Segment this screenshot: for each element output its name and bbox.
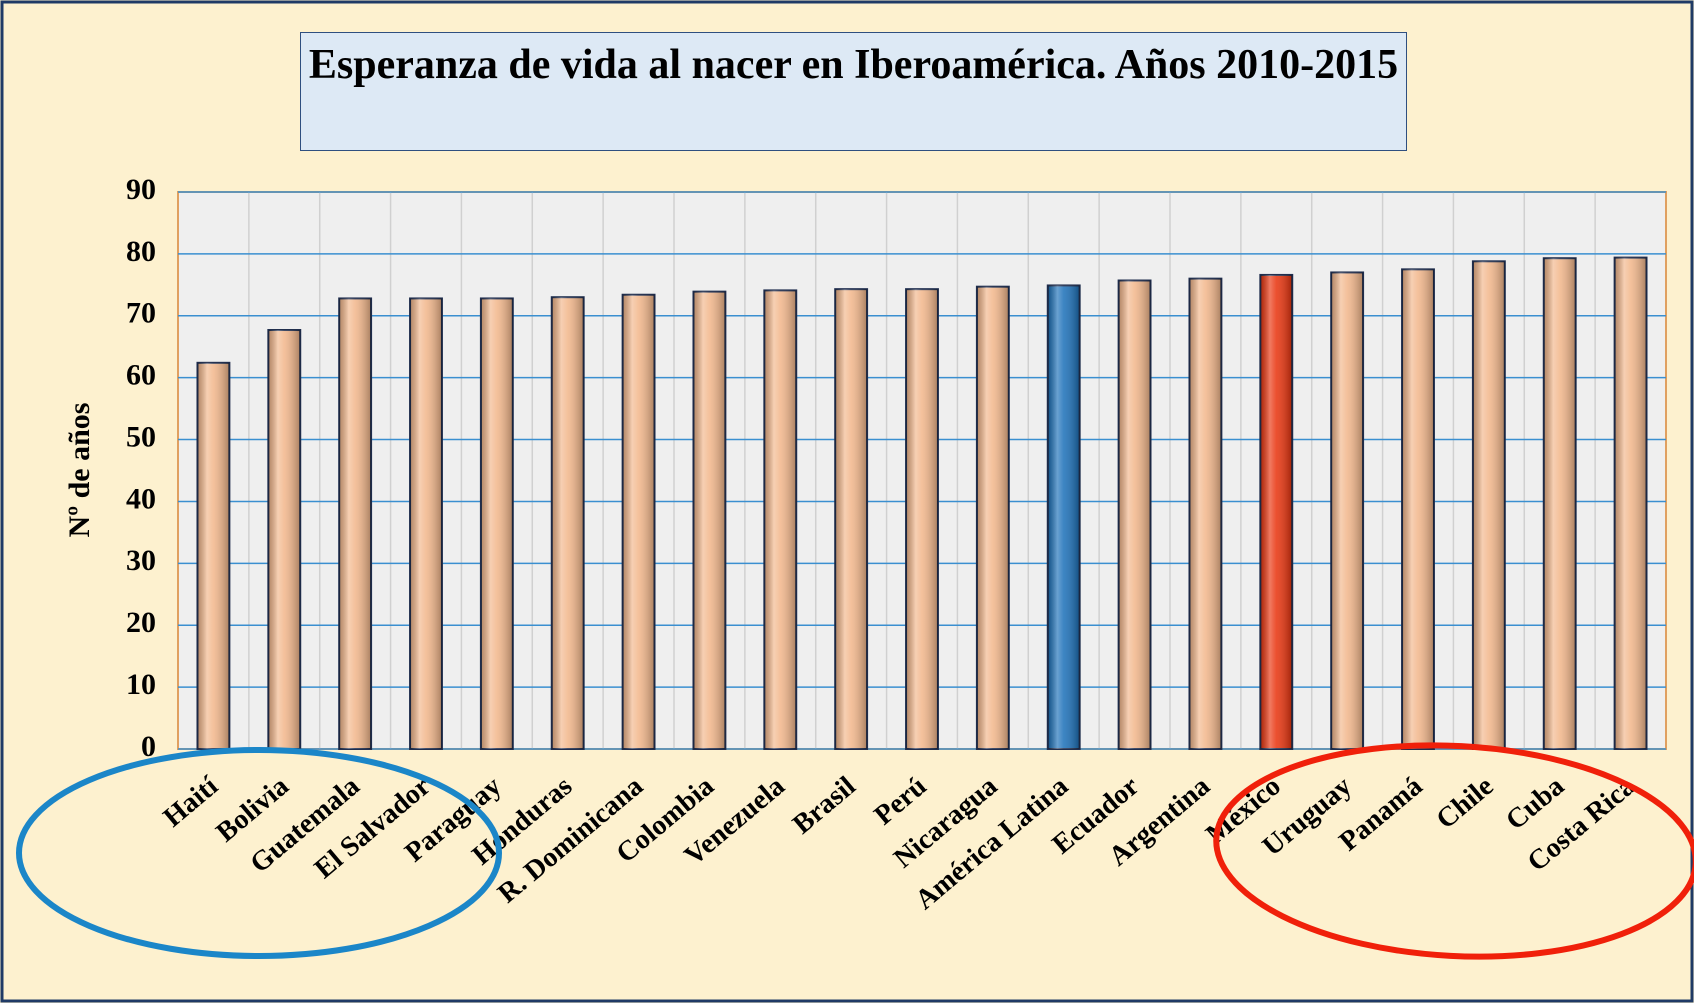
y-axis-label: Nº de años [63, 403, 96, 538]
bar-shade [1331, 272, 1364, 749]
x-tick-label: Chile [1431, 771, 1500, 836]
bar-shade [1260, 274, 1293, 749]
bar-shade [551, 297, 584, 749]
y-tick-label: 50 [126, 420, 156, 453]
bar-shade [1543, 258, 1576, 749]
bar-shade [1118, 280, 1151, 749]
bar-shade [410, 298, 442, 749]
bar-shade [480, 298, 513, 749]
bar-shade [1047, 285, 1080, 749]
bar-shade [1614, 257, 1647, 749]
y-tick-label: 40 [126, 482, 156, 515]
y-tick-label: 0 [141, 730, 156, 763]
bar-shade [1472, 261, 1505, 749]
bar-shade [1189, 278, 1222, 749]
bar-shade [835, 289, 868, 749]
bar-shade [906, 289, 938, 749]
bar-shade [764, 290, 797, 749]
bar-shade [976, 286, 1009, 749]
y-tick-label: 60 [126, 359, 156, 392]
bar-shade [268, 330, 301, 749]
bar-shade [197, 362, 230, 749]
y-tick-label: 10 [126, 668, 156, 701]
highlight-ellipse [1213, 742, 1694, 960]
bar-shade [1402, 269, 1434, 749]
highlight-ellipse [16, 747, 502, 959]
y-tick-label: 20 [126, 606, 156, 639]
x-tick-label: Brasil [787, 770, 862, 840]
y-tick-label: 90 [126, 173, 156, 206]
y-tick-label: 80 [126, 235, 156, 268]
y-tick-label: 30 [126, 544, 156, 577]
bar-shade [693, 291, 726, 749]
y-tick-label: 70 [126, 297, 156, 330]
bar-shade [622, 294, 655, 749]
bar-shade [339, 298, 372, 749]
chart-title: Esperanza de vida al nacer en Iberoaméri… [300, 32, 1407, 151]
